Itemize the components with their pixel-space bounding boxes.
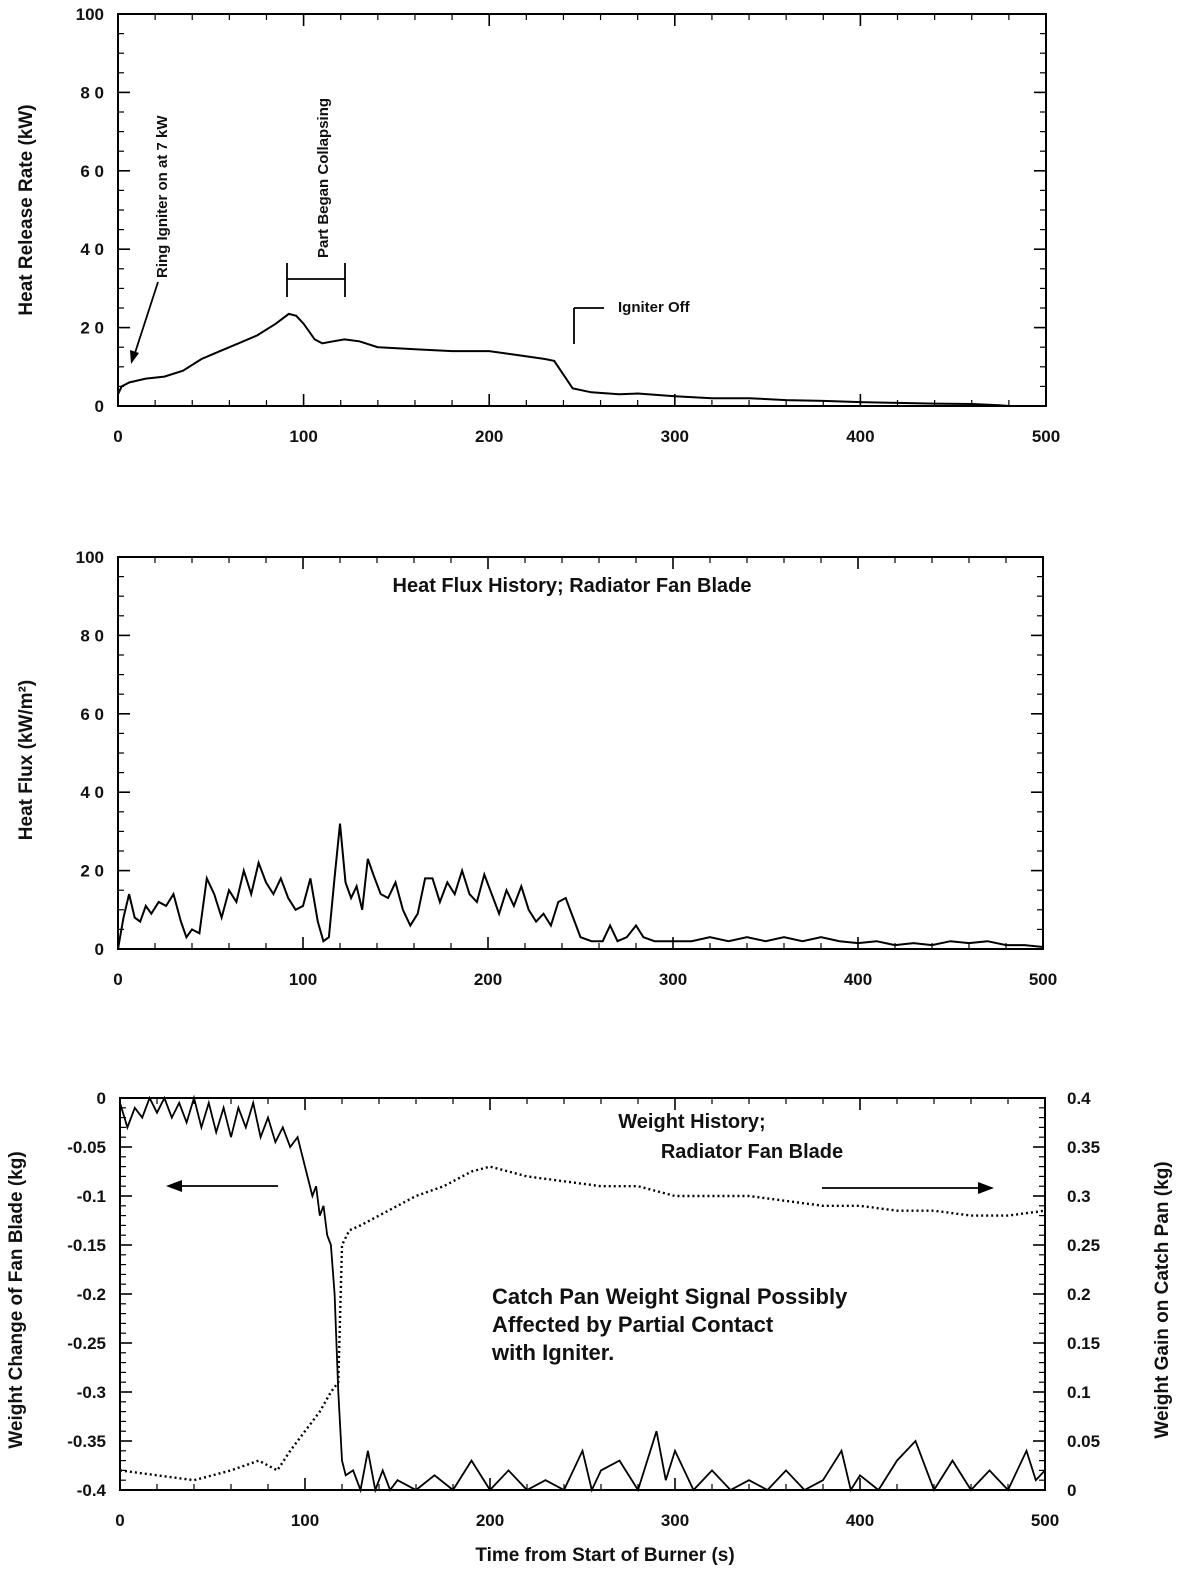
y-tick-label: 6 0	[80, 705, 104, 724]
y-axis-label: Heat Release Rate (kW)	[16, 104, 37, 315]
note-line-1: Catch Pan Weight Signal Possibly	[492, 1284, 848, 1309]
x-tick-label: 400	[846, 1511, 874, 1530]
y-tick-label: 8 0	[80, 83, 104, 102]
x-tick-label: 0	[113, 427, 122, 446]
note-line-3: with Igniter.	[491, 1340, 614, 1365]
y-axis-ticks: 0 2 0 4 0 6 0 8 0 100	[76, 5, 1046, 416]
y-right-tick-label: 0.05	[1067, 1432, 1100, 1451]
chart-title-line-1: Weight History;	[618, 1111, 765, 1133]
chart-title: Heat Flux History; Radiator Fan Blade	[393, 575, 752, 597]
y-tick-label: 0	[95, 397, 104, 416]
chart-title-line-2: Radiator Fan Blade	[661, 1141, 843, 1163]
y-right-tick-label: 0.2	[1067, 1285, 1091, 1304]
y-tick-label: -0.3	[77, 1383, 106, 1402]
x-tick-label: 100	[291, 1511, 319, 1530]
x-tick-label: 100	[289, 970, 317, 989]
y-right-tick-label: 0.3	[1067, 1187, 1091, 1206]
x-axis-ticks: 0 100 200 300 400 500	[113, 14, 1060, 446]
y-tick-label: -0.15	[67, 1236, 106, 1255]
note-line-2: Affected by Partial Contact	[492, 1312, 774, 1337]
y-axis-label-left: Weight Change of Fan Blade (kg)	[6, 1151, 27, 1448]
x-tick-label: 200	[474, 970, 502, 989]
y-tick-label: 2 0	[80, 319, 104, 338]
y-tick-label: 8 0	[80, 626, 104, 645]
x-tick-label: 0	[115, 1511, 124, 1530]
x-tick-label: 200	[476, 1511, 504, 1530]
x-axis-label: Time from Start of Burner (s)	[475, 1545, 734, 1566]
annotation-part-collapsing: Part Began Collapsing	[286, 98, 346, 297]
y-tick-label: 4 0	[80, 240, 104, 259]
y-right-tick-label: 0.15	[1067, 1334, 1100, 1353]
x-tick-label: 500	[1029, 970, 1057, 989]
annotation-igniter-off: Igniter Off	[573, 299, 691, 344]
heat-flux-chart: 0 100 200 300 400 500 0 2 0 4 0 6 0 8 0 100 Heat F…	[16, 548, 1057, 989]
y-tick-label: 4 0	[80, 783, 104, 802]
y-tick-label: 100	[76, 548, 104, 567]
x-tick-label: 300	[661, 1511, 689, 1530]
annotation-arrowhead	[130, 350, 139, 364]
y-axis-ticks: 0 2 0 4 0 6 0 8 0 100	[76, 548, 1043, 959]
left-axis-arrow	[166, 1180, 278, 1192]
y-right-tick-label: 0.35	[1067, 1138, 1100, 1157]
y-tick-label: -0.25	[67, 1334, 106, 1353]
x-tick-label: 400	[846, 427, 874, 446]
x-axis-ticks: 0 100 200 300 400 500	[113, 557, 1057, 989]
y-tick-label: -0.4	[77, 1481, 107, 1500]
arrowhead	[978, 1182, 994, 1194]
plot-frame	[117, 13, 1047, 407]
svg-text:Part Began Collapsing: Part Began Collapsing	[315, 98, 332, 258]
y-axis-ticks-left: 0 -0.05 -0.1 -0.15 -0.2 -0.25 -0.3 -0.35 -0.4	[67, 1089, 132, 1500]
y-axis-ticks-right: 0.4 0.35 0.3 0.25 0.2 0.15 0.1 0.05 0	[1033, 1089, 1100, 1500]
y-tick-label: -0.2	[77, 1285, 106, 1304]
y-tick-label: -0.35	[67, 1432, 106, 1451]
y-right-tick-label: 0.25	[1067, 1236, 1100, 1255]
y-tick-label: 100	[76, 5, 104, 24]
y-tick-label: 6 0	[80, 162, 104, 181]
x-tick-label: 300	[661, 427, 689, 446]
right-axis-arrow	[822, 1182, 994, 1194]
y-right-tick-label: 0.1	[1067, 1383, 1091, 1402]
x-tick-label: 300	[659, 970, 687, 989]
y-tick-label: 0	[97, 1089, 106, 1108]
x-tick-label: 0	[113, 970, 122, 989]
y-tick-label: 2 0	[80, 862, 104, 881]
svg-text:Ring Igniter on at 7 kW: Ring Igniter on at 7 kW	[154, 115, 171, 278]
weight-history-chart: 0 100 200 300 400 500 0 -0.05 -0.1 -0.15 -0.2 -0.2…	[6, 1089, 1173, 1566]
arrowhead	[166, 1180, 182, 1192]
plot-frame	[117, 556, 1044, 950]
annotation-ring-igniter: Ring Igniter on at 7 kW	[130, 115, 171, 364]
y-axis-label: Heat Flux (kW/m²)	[16, 680, 37, 840]
y-right-tick-label: 0.4	[1067, 1089, 1091, 1108]
y-axis-label-right: Weight Gain on Catch Pan (kg)	[1152, 1161, 1173, 1438]
fan-blade-weight-line	[119, 1094, 1046, 1494]
svg-text:Igniter Off: Igniter Off	[618, 299, 691, 316]
x-tick-label: 500	[1031, 1511, 1059, 1530]
y-tick-label: -0.1	[77, 1187, 106, 1206]
x-tick-label: 200	[475, 427, 503, 446]
y-tick-label: 0	[95, 940, 104, 959]
y-right-tick-label: 0	[1067, 1481, 1076, 1500]
x-tick-label: 100	[289, 427, 317, 446]
y-tick-label: -0.05	[67, 1138, 106, 1157]
annotation-arrow-shaft	[133, 281, 159, 357]
x-tick-label: 400	[844, 970, 872, 989]
x-tick-label: 500	[1032, 427, 1060, 446]
heat-release-rate-chart: 0 100 200 300 400 500 0 2 0 4 0 6 0 8 0 100 Heat R…	[16, 5, 1060, 446]
heat-flux-line	[117, 823, 1044, 950]
heat-release-rate-line	[117, 312, 1009, 407]
